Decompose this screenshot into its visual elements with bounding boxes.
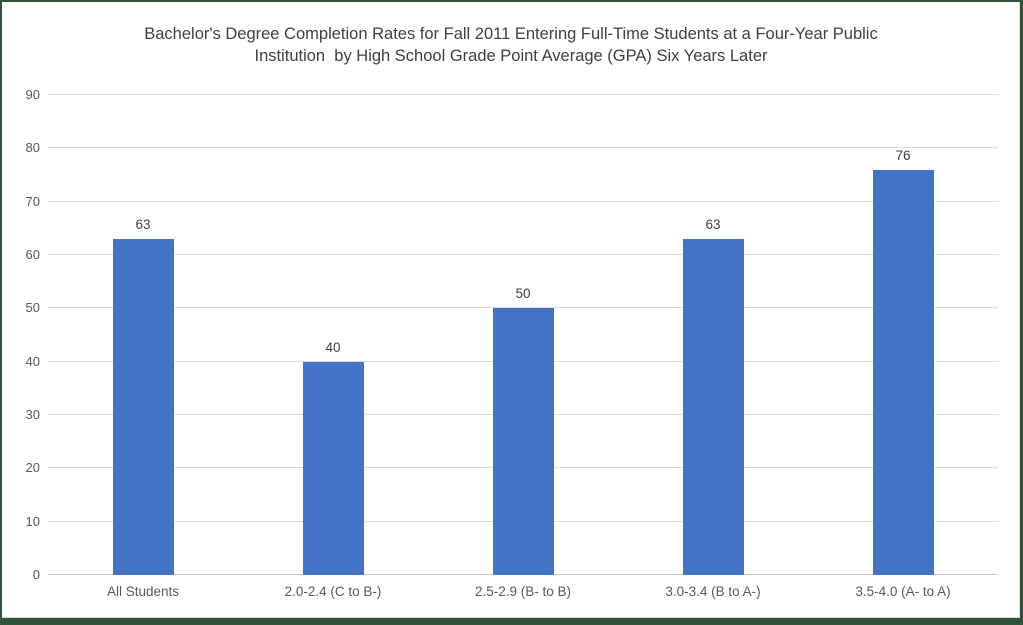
bar — [872, 169, 934, 575]
x-axis-category-label: All Students — [106, 584, 180, 599]
x-axis-category-label: 3.5-4.0 (A- to A) — [855, 584, 951, 599]
gridline — [48, 307, 998, 309]
chart-title-line-2: Institution by High School Grade Point A… — [254, 47, 768, 65]
x-axis: All Students 2.0-2.4 (C to B-) 2.5-2.9 (B-… — [48, 583, 998, 603]
y-axis-tick-label: 20 — [25, 460, 40, 476]
chart-title: Bachelor's Degree Completion Rates for F… — [2, 23, 1020, 67]
bar-value-label: 63 — [135, 217, 151, 232]
y-axis-tick-label: 70 — [25, 193, 40, 209]
y-axis-tick-label: 80 — [25, 140, 40, 156]
gridline — [48, 200, 998, 202]
y-axis-tick-label: 30 — [25, 407, 40, 422]
bar-value-label: 50 — [515, 286, 531, 302]
y-axis-tick-label: 40 — [25, 353, 40, 369]
y-axis-tick-label: 10 — [25, 513, 40, 529]
bar — [492, 308, 554, 575]
gridline — [48, 94, 998, 95]
bar — [302, 361, 364, 575]
y-axis: 0 10 20 30 40 50 60 70 80 90 — [2, 2, 42, 625]
bar-value-label: 40 — [325, 339, 341, 355]
y-axis-tick-label: 60 — [25, 247, 40, 262]
y-axis-tick-label: 50 — [25, 300, 40, 316]
x-axis-category-label: 2.5-2.9 (B- to B) — [474, 584, 572, 599]
bar — [682, 239, 744, 575]
plot-area: 63 40 50 63 76 — [48, 94, 998, 575]
y-axis-tick-label: 90 — [25, 87, 40, 102]
bar — [112, 239, 174, 575]
gridline — [48, 147, 998, 149]
chart-title-line-1: Bachelor's Degree Completion Rates for F… — [144, 25, 878, 43]
y-axis-tick-label: 0 — [32, 567, 40, 582]
bar-value-label: 76 — [895, 147, 911, 163]
x-axis-category-label: 3.0-3.4 (B to A-) — [665, 584, 761, 599]
x-axis-category-label: 2.0-2.4 (C to B-) — [284, 584, 382, 599]
bar-value-label: 63 — [705, 217, 721, 232]
gridline — [48, 254, 998, 255]
